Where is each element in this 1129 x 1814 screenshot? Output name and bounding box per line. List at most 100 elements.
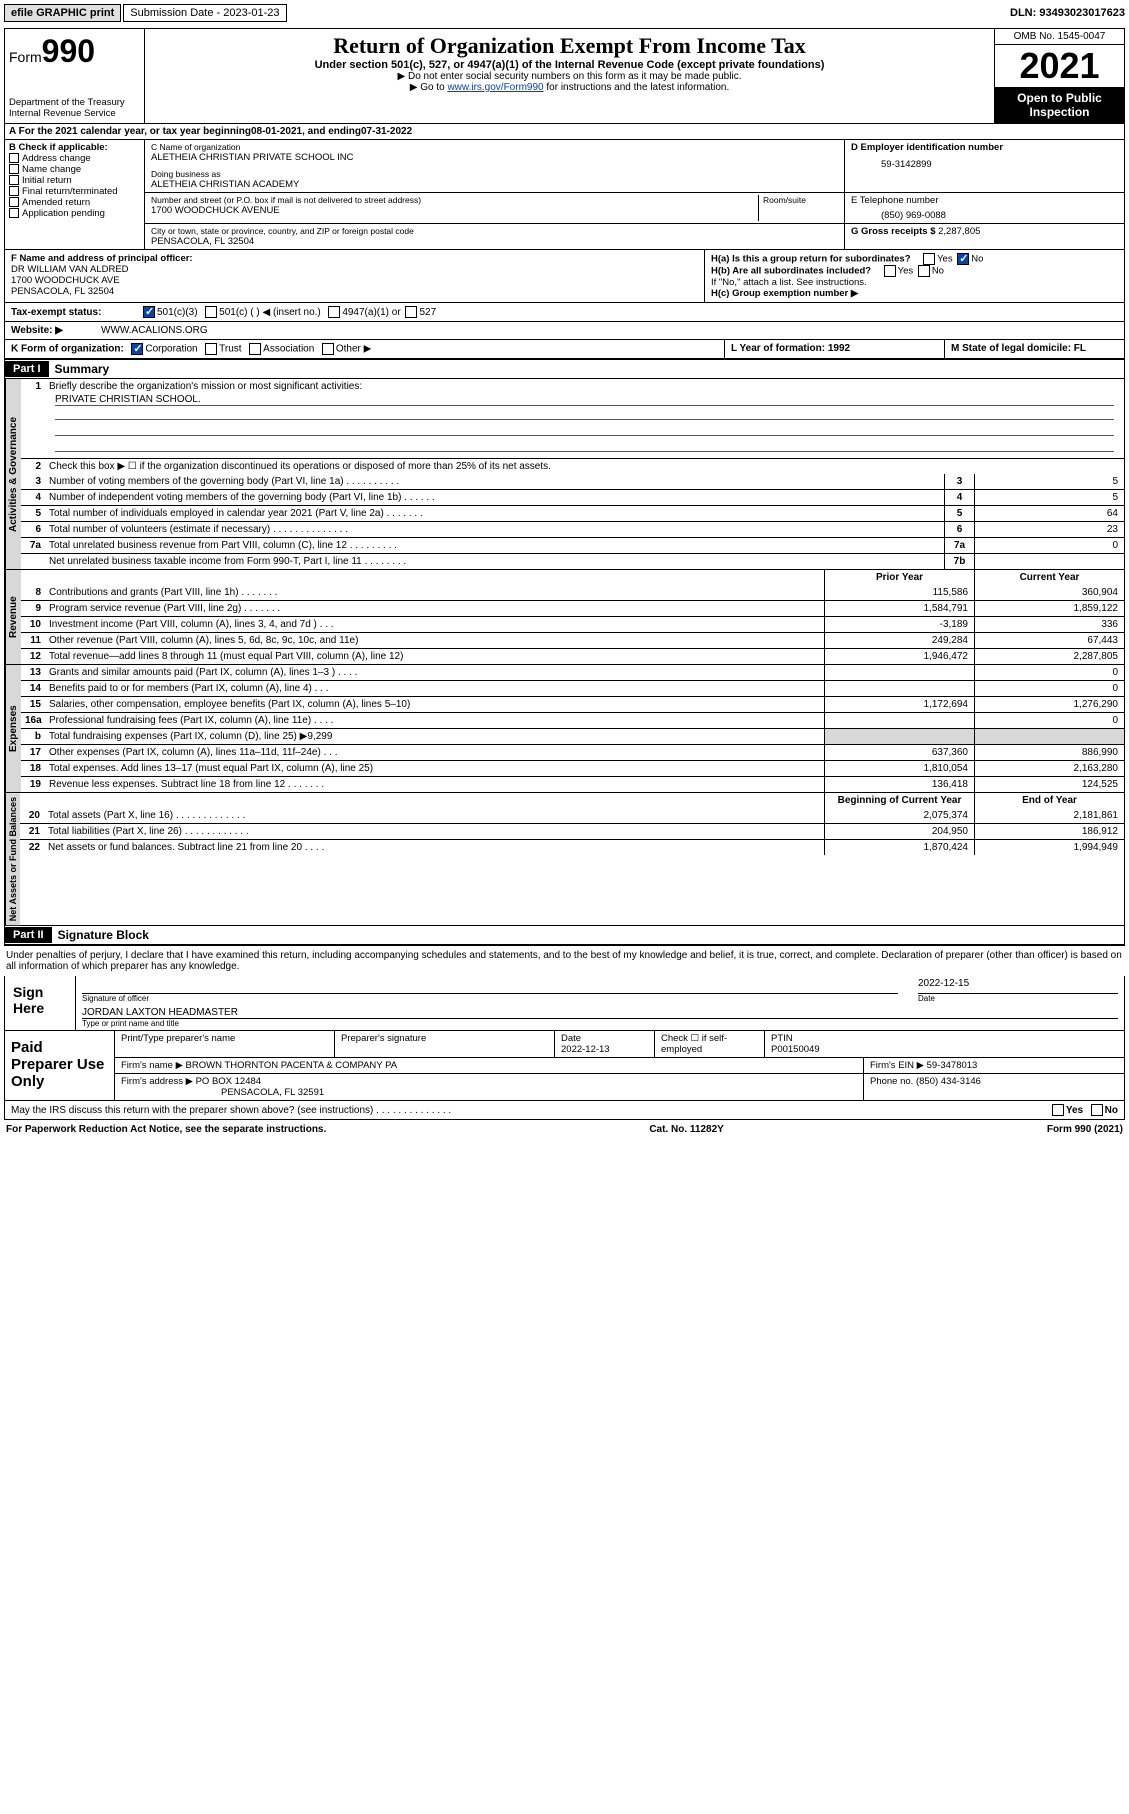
exp-desc: Revenue less expenses. Subtract line 18 …	[45, 777, 824, 792]
exp-py	[824, 681, 974, 696]
row-k-form-org: K Form of organization: Corporation Trus…	[5, 340, 724, 358]
line-val	[974, 554, 1124, 569]
exp-py: 1,810,054	[824, 761, 974, 776]
firm-addr1: PO BOX 12484	[196, 1076, 261, 1087]
exp-py: 637,360	[824, 745, 974, 760]
foot-mid: Cat. No. 11282Y	[649, 1124, 723, 1135]
summary-desc: Total number of volunteers (estimate if …	[45, 522, 944, 537]
d-ein-lbl: D Employer identification number	[851, 142, 1118, 153]
prior-year-hdr: Prior Year	[824, 570, 974, 585]
exp-cy: 886,990	[974, 745, 1124, 760]
q2-discontinued: Check this box ▶ ☐ if the organization d…	[45, 459, 1124, 474]
line-box: 6	[944, 522, 974, 537]
prep-date-hdr: Date	[561, 1033, 648, 1044]
sig-date-val: 2022-12-15	[918, 978, 1118, 994]
form-label: Form990	[9, 33, 140, 70]
omb-number: OMB No. 1545-0047	[995, 29, 1124, 45]
row-j-website: Website: ▶ WWW.ACALIONS.ORG	[4, 322, 1125, 340]
part1-title: Summary	[49, 360, 116, 378]
net-py: 1,870,424	[824, 840, 974, 855]
firm-phone-lbl: Phone no.	[870, 1076, 913, 1087]
net-py: 2,075,374	[824, 808, 974, 823]
rev-cy: 2,287,805	[974, 649, 1124, 664]
gross-val: 2,287,805	[938, 226, 980, 237]
net-cy: 186,912	[974, 824, 1124, 839]
phone-val: (850) 969-0088	[851, 206, 1118, 221]
self-employed: Check ☐ if self-employed	[655, 1031, 765, 1057]
exp-cy	[974, 729, 1124, 744]
net-desc: Total liabilities (Part X, line 26) . . …	[44, 824, 824, 839]
exp-py	[824, 729, 974, 744]
row-a-tax-year: A For the 2021 calendar year, or tax yea…	[4, 124, 1125, 140]
org-name: ALETHEIA CHRISTIAN PRIVATE SCHOOL INC	[151, 152, 838, 163]
part2-hdr: Part II	[5, 927, 52, 943]
q1-mission: Briefly describe the organization's miss…	[45, 379, 1124, 458]
begin-year-hdr: Beginning of Current Year	[824, 793, 974, 808]
net-cy: 2,181,861	[974, 808, 1124, 823]
foot-right: Form 990 (2021)	[1047, 1124, 1123, 1135]
line-box: 4	[944, 490, 974, 505]
tab-activities: Activities & Governance	[5, 379, 21, 569]
part2-title: Signature Block	[52, 926, 155, 944]
summary-desc: Net unrelated business taxable income fr…	[45, 554, 944, 569]
c-name-lbl: C Name of organization	[151, 142, 838, 152]
street-val: 1700 WOODCHUCK AVENUE	[151, 205, 758, 216]
line-box: 3	[944, 474, 974, 489]
sig-date-lbl: Date	[918, 994, 1118, 1003]
part1-hdr: Part I	[5, 361, 49, 377]
row-m-state: M State of legal domicile: FL	[944, 340, 1124, 358]
net-py: 204,950	[824, 824, 974, 839]
ptin-lbl: PTIN	[771, 1033, 1118, 1044]
exp-cy: 2,163,280	[974, 761, 1124, 776]
dba-lbl: Doing business as	[151, 169, 838, 179]
line-box: 7a	[944, 538, 974, 553]
exp-desc: Grants and similar amounts paid (Part IX…	[45, 665, 824, 680]
exp-py: 136,418	[824, 777, 974, 792]
line-box: 5	[944, 506, 974, 521]
firm-phone-val: (850) 434-3146	[916, 1076, 981, 1087]
prep-date-val: 2022-12-13	[561, 1044, 648, 1055]
line-val: 23	[974, 522, 1124, 537]
exp-desc: Salaries, other compensation, employee b…	[45, 697, 824, 712]
firm-name-lbl: Firm's name ▶	[121, 1060, 183, 1071]
officer-name-lbl: Type or print name and title	[82, 1019, 1118, 1028]
ssn-warning: ▶ Do not enter social security numbers o…	[153, 71, 986, 82]
net-desc: Total assets (Part X, line 16) . . . . .…	[44, 808, 824, 823]
firm-ein-val: 59-3478013	[927, 1060, 978, 1071]
line-val: 64	[974, 506, 1124, 521]
exp-desc: Total fundraising expenses (Part IX, col…	[45, 729, 824, 744]
tab-revenue: Revenue	[5, 570, 21, 664]
dba-name: ALETHEIA CHRISTIAN ACADEMY	[151, 179, 838, 190]
rev-py: 115,586	[824, 585, 974, 600]
foot-left: For Paperwork Reduction Act Notice, see …	[6, 1124, 326, 1135]
rev-cy: 1,859,122	[974, 601, 1124, 616]
rev-cy: 67,443	[974, 633, 1124, 648]
goto-link-line: ▶ Go to www.irs.gov/Form990 for instruct…	[153, 82, 986, 93]
rev-py: 1,584,791	[824, 601, 974, 616]
form-title: Return of Organization Exempt From Incom…	[153, 33, 986, 59]
summary-desc: Number of voting members of the governin…	[45, 474, 944, 489]
net-cy: 1,994,949	[974, 840, 1124, 855]
dln: DLN: 93493023017623	[1010, 7, 1125, 19]
end-year-hdr: End of Year	[974, 793, 1124, 808]
rev-py: 1,946,472	[824, 649, 974, 664]
firm-addr2: PENSACOLA, FL 32591	[121, 1087, 857, 1098]
rev-desc: Investment income (Part VIII, column (A)…	[45, 617, 824, 632]
rev-cy: 360,904	[974, 585, 1124, 600]
prep-sig-hdr: Preparer's signature	[335, 1031, 555, 1057]
current-year-hdr: Current Year	[974, 570, 1124, 585]
irs-link[interactable]: www.irs.gov/Form990	[447, 82, 543, 93]
line-val: 0	[974, 538, 1124, 553]
tab-netassets: Net Assets or Fund Balances	[5, 793, 20, 925]
line-val: 5	[974, 490, 1124, 505]
sig-officer-lbl: Signature of officer	[82, 994, 898, 1003]
efile-btn[interactable]: efile GRAPHIC print	[4, 4, 121, 22]
row-h-group: H(a) Is this a group return for subordin…	[704, 250, 1124, 302]
city-val: PENSACOLA, FL 32504	[151, 236, 838, 247]
exp-cy: 0	[974, 681, 1124, 696]
exp-desc: Other expenses (Part IX, column (A), lin…	[45, 745, 824, 760]
exp-py	[824, 665, 974, 680]
paid-preparer-lbl: Paid Preparer Use Only	[5, 1031, 115, 1100]
penalty-statement: Under penalties of perjury, I declare th…	[4, 945, 1125, 976]
row-i-tax-status: Tax-exempt status: 501(c)(3) 501(c) ( ) …	[4, 303, 1125, 322]
